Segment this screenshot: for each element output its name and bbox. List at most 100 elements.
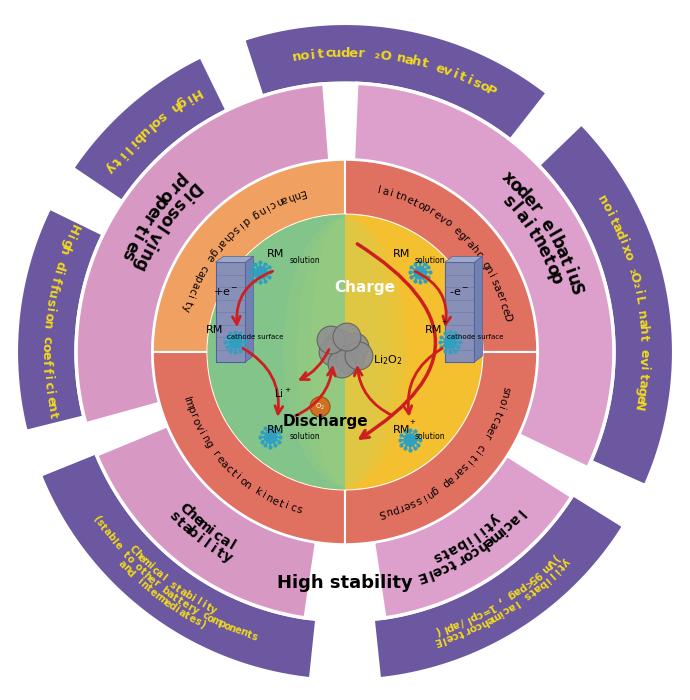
Text: n: n [242, 479, 253, 491]
Text: C: C [127, 544, 139, 556]
Text: ,: , [496, 596, 505, 607]
Text: n: n [528, 232, 549, 251]
Text: i: i [140, 239, 159, 253]
Text: S: S [377, 507, 386, 518]
Text: o: o [620, 250, 635, 262]
Text: i: i [184, 293, 195, 300]
Text: t: t [524, 225, 543, 241]
Text: D: D [500, 313, 512, 323]
Text: e: e [484, 613, 495, 625]
Text: I: I [181, 395, 192, 401]
Text: e: e [500, 307, 511, 316]
Text: e: e [204, 252, 216, 262]
Text: Charge: Charge [335, 280, 395, 295]
Text: m: m [182, 398, 195, 411]
Text: e: e [433, 61, 446, 76]
Text: t: t [527, 586, 537, 597]
Text: RM: RM [267, 249, 285, 260]
Text: S: S [565, 281, 585, 298]
Text: a: a [551, 243, 572, 260]
Text: e: e [189, 512, 206, 529]
Text: s: s [168, 580, 178, 591]
Polygon shape [76, 84, 330, 424]
Text: i: i [495, 404, 506, 410]
Text: s: s [471, 76, 483, 92]
Text: c: c [474, 442, 486, 452]
Text: O: O [627, 271, 642, 284]
Text: solution: solution [289, 256, 320, 265]
Text: o: o [124, 554, 136, 565]
Text: v: v [441, 64, 453, 79]
Text: f: f [48, 275, 62, 284]
Text: e: e [136, 552, 148, 564]
Text: o: o [599, 200, 614, 214]
Text: t: t [172, 514, 187, 529]
Text: 5: 5 [526, 573, 538, 585]
Text: i: i [199, 599, 207, 610]
Text: p: p [444, 621, 455, 633]
Text: e: e [214, 454, 226, 465]
Text: r: r [163, 178, 181, 197]
Text: i: i [114, 149, 127, 161]
Text: O: O [379, 49, 391, 63]
Text: e: e [402, 499, 411, 511]
Text: n: n [395, 51, 406, 66]
Text: a: a [194, 268, 206, 279]
Text: Li$^+$: Li$^+$ [275, 387, 292, 400]
Text: y: y [180, 304, 192, 313]
Text: a: a [531, 581, 543, 594]
Polygon shape [444, 256, 482, 262]
Text: c: c [149, 565, 160, 576]
Text: t: t [480, 517, 495, 533]
Text: n: n [498, 391, 510, 400]
Text: i: i [135, 576, 144, 586]
Text: r: r [185, 602, 195, 612]
Text: i: i [43, 307, 56, 312]
Text: i: i [177, 188, 193, 205]
Text: f: f [46, 283, 60, 291]
Text: h: h [183, 506, 199, 524]
Text: e: e [432, 209, 442, 221]
Text: o: o [237, 475, 248, 487]
Text: l: l [506, 200, 524, 216]
Text: s: s [117, 247, 137, 263]
Text: r: r [427, 206, 436, 217]
Text: o: o [415, 199, 426, 211]
Text: n: n [264, 492, 275, 505]
Text: d: d [166, 601, 177, 612]
Text: e: e [233, 625, 242, 636]
Circle shape [310, 397, 330, 416]
Text: b: b [546, 233, 567, 252]
Text: a: a [153, 568, 165, 580]
Text: ₂: ₂ [629, 281, 643, 289]
Text: h: h [141, 570, 152, 582]
Text: o: o [497, 397, 508, 406]
Text: s: s [166, 508, 182, 524]
Text: t: t [213, 545, 226, 561]
Text: e: e [430, 562, 444, 579]
Text: c: c [225, 228, 236, 239]
Text: e: e [43, 395, 57, 406]
Text: m: m [209, 615, 222, 628]
Text: i: i [475, 523, 487, 537]
Text: O$_2$: O$_2$ [315, 402, 325, 412]
Text: c: c [210, 528, 225, 544]
Text: s: s [295, 505, 303, 516]
Polygon shape [373, 494, 624, 679]
Text: a: a [487, 420, 499, 430]
Text: a: a [117, 559, 128, 570]
Text: y: y [190, 604, 200, 616]
Text: l: l [512, 597, 521, 608]
Text: o: o [541, 260, 562, 278]
Text: a: a [188, 280, 200, 290]
Text: e: e [633, 393, 647, 404]
Text: i: i [631, 289, 644, 296]
Text: i: i [50, 268, 64, 276]
Text: h: h [473, 538, 489, 554]
Text: i: i [542, 574, 551, 584]
Text: b: b [129, 130, 145, 146]
Text: e: e [348, 47, 357, 60]
Text: i: i [125, 136, 138, 149]
Polygon shape [97, 426, 317, 618]
Text: m: m [484, 526, 504, 546]
